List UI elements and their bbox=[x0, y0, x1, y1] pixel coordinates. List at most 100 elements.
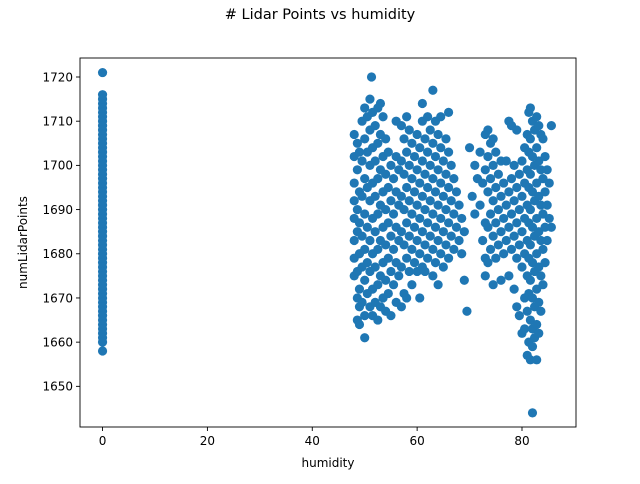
data-point bbox=[499, 213, 509, 224]
data-point bbox=[478, 235, 488, 246]
data-point bbox=[417, 227, 427, 237]
data-point bbox=[504, 271, 514, 281]
data-point bbox=[525, 275, 535, 285]
data-point bbox=[383, 218, 393, 228]
data-point bbox=[544, 213, 554, 224]
data-point bbox=[509, 160, 519, 170]
data-point bbox=[386, 231, 396, 241]
data-point bbox=[457, 213, 467, 224]
data-point bbox=[457, 249, 467, 259]
data-point bbox=[438, 191, 448, 201]
data-point bbox=[354, 284, 365, 294]
data-point bbox=[381, 134, 391, 144]
data-point bbox=[441, 240, 451, 250]
data-point bbox=[349, 196, 359, 206]
data-point bbox=[409, 258, 420, 268]
data-point bbox=[409, 187, 420, 197]
data-point bbox=[536, 200, 546, 210]
data-point bbox=[407, 174, 417, 184]
data-point bbox=[415, 178, 425, 188]
data-point bbox=[402, 218, 412, 228]
data-point bbox=[459, 227, 469, 237]
data-point bbox=[381, 240, 391, 250]
data-point bbox=[540, 151, 550, 162]
data-point bbox=[423, 253, 433, 263]
data-point bbox=[438, 227, 448, 237]
data-point bbox=[436, 112, 446, 122]
data-point bbox=[446, 160, 456, 170]
data-point bbox=[409, 222, 420, 232]
data-point bbox=[386, 160, 396, 170]
data-point bbox=[428, 271, 438, 281]
data-point bbox=[428, 174, 438, 184]
data-point bbox=[360, 134, 370, 144]
data-point bbox=[433, 280, 443, 290]
data-point bbox=[370, 156, 380, 166]
data-point bbox=[493, 169, 503, 179]
data-point bbox=[352, 165, 362, 175]
data-point bbox=[540, 222, 550, 232]
plot-frame bbox=[79, 57, 577, 428]
data-point bbox=[378, 112, 388, 122]
points-layer bbox=[97, 67, 556, 418]
data-point bbox=[370, 227, 380, 237]
data-point bbox=[491, 218, 501, 228]
data-point bbox=[443, 218, 454, 228]
data-point bbox=[496, 191, 506, 201]
data-point bbox=[373, 138, 383, 148]
x-tick-label: 0 bbox=[99, 434, 107, 448]
data-point bbox=[360, 311, 370, 321]
data-point bbox=[404, 266, 414, 277]
data-point bbox=[517, 227, 527, 237]
data-point bbox=[381, 204, 391, 215]
chart-title: # Lidar Points vs humidity bbox=[224, 7, 416, 23]
x-tick-label: 40 bbox=[305, 434, 320, 448]
data-point bbox=[399, 204, 409, 215]
data-point bbox=[525, 240, 535, 250]
data-point bbox=[488, 160, 498, 170]
data-point bbox=[423, 218, 433, 228]
data-point bbox=[501, 156, 511, 166]
data-point bbox=[402, 293, 412, 303]
data-point bbox=[396, 191, 406, 201]
data-point bbox=[415, 293, 425, 303]
data-point bbox=[360, 103, 370, 113]
data-point bbox=[386, 266, 396, 277]
y-tick-label: 1700 bbox=[42, 159, 73, 173]
data-point bbox=[483, 151, 493, 162]
data-point bbox=[383, 288, 393, 299]
data-point bbox=[538, 244, 548, 254]
data-point bbox=[357, 297, 367, 307]
data-point bbox=[512, 218, 522, 228]
data-point bbox=[512, 182, 522, 193]
data-point bbox=[425, 231, 435, 241]
data-point bbox=[470, 209, 480, 219]
data-point bbox=[493, 240, 503, 250]
data-point bbox=[449, 244, 459, 254]
data-point bbox=[407, 244, 417, 254]
data-point bbox=[97, 67, 108, 78]
data-point bbox=[443, 147, 454, 157]
data-point bbox=[404, 160, 414, 170]
data-point bbox=[538, 134, 548, 144]
data-point bbox=[538, 280, 548, 290]
data-point bbox=[402, 112, 412, 122]
data-point bbox=[512, 302, 522, 312]
data-point bbox=[525, 103, 535, 113]
data-point bbox=[540, 187, 550, 197]
data-point bbox=[525, 355, 535, 365]
data-point bbox=[514, 204, 524, 215]
data-point bbox=[451, 222, 462, 232]
data-point bbox=[527, 341, 538, 352]
data-point bbox=[396, 227, 406, 237]
data-point bbox=[428, 85, 438, 95]
data-point bbox=[544, 178, 554, 188]
data-point bbox=[396, 156, 406, 166]
data-point bbox=[430, 151, 441, 162]
data-point bbox=[499, 249, 509, 259]
data-point bbox=[532, 112, 542, 122]
x-tick-label: 60 bbox=[409, 434, 424, 448]
data-point bbox=[357, 191, 367, 201]
data-point bbox=[483, 222, 493, 232]
data-point bbox=[399, 134, 409, 144]
